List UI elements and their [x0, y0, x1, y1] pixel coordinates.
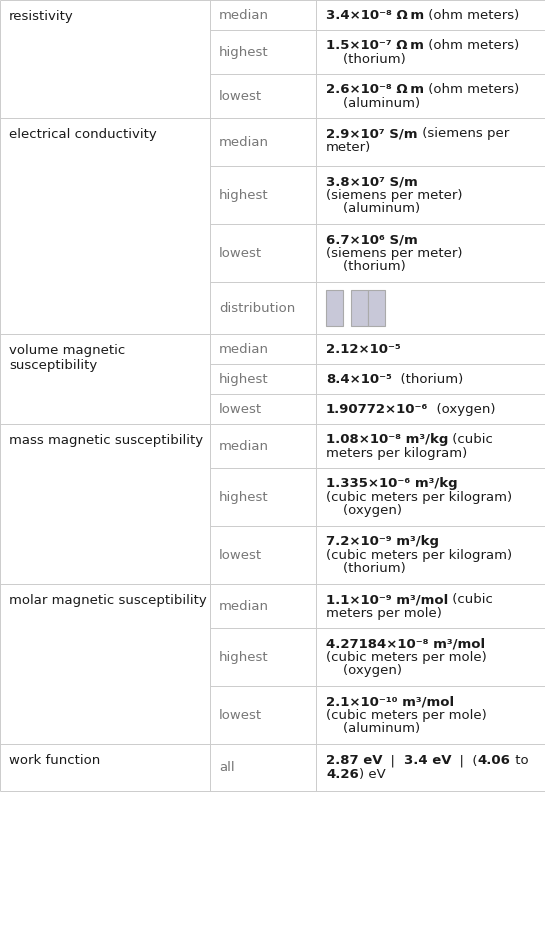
- Text: volume magnetic
susceptibility: volume magnetic susceptibility: [9, 344, 125, 372]
- Text: (cubic meters per mole): (cubic meters per mole): [326, 651, 487, 664]
- Text: median: median: [219, 599, 269, 613]
- Text: |  (: | (: [451, 754, 478, 767]
- Text: (thorium): (thorium): [326, 260, 405, 273]
- Text: (aluminum): (aluminum): [326, 722, 420, 735]
- Text: 2.87 eV: 2.87 eV: [326, 754, 383, 767]
- Text: median: median: [219, 9, 269, 22]
- Text: all: all: [219, 761, 235, 774]
- Text: work function: work function: [9, 754, 100, 767]
- Text: highest: highest: [219, 372, 269, 385]
- Text: molar magnetic susceptibility: molar magnetic susceptibility: [9, 594, 207, 607]
- Text: 1.1×10⁻⁹ m³/mol: 1.1×10⁻⁹ m³/mol: [326, 593, 448, 606]
- Text: distribution: distribution: [219, 301, 295, 314]
- Text: (aluminum): (aluminum): [326, 97, 420, 110]
- Text: to: to: [511, 754, 528, 767]
- Text: 1.08×10⁻⁸ m³/kg: 1.08×10⁻⁸ m³/kg: [326, 433, 449, 446]
- Text: resistivity: resistivity: [9, 10, 74, 23]
- Text: ) eV: ) eV: [359, 768, 385, 780]
- Text: 6.7×10⁶ S/m: 6.7×10⁶ S/m: [326, 233, 418, 246]
- Text: meter): meter): [326, 140, 371, 153]
- Text: (cubic meters per mole): (cubic meters per mole): [326, 708, 487, 722]
- Text: 2.1×10⁻¹⁰ m³/mol: 2.1×10⁻¹⁰ m³/mol: [326, 695, 454, 708]
- Text: 4.06: 4.06: [478, 754, 511, 767]
- Text: 4.26: 4.26: [326, 768, 359, 780]
- Text: meters per kilogram): meters per kilogram): [326, 446, 467, 459]
- Text: (siemens per: (siemens per: [417, 127, 508, 140]
- Text: 8.4×10⁻⁵: 8.4×10⁻⁵: [326, 373, 392, 386]
- Text: median: median: [219, 135, 269, 149]
- Bar: [368, 290, 385, 326]
- Text: (thorium): (thorium): [326, 562, 405, 575]
- Text: (thorium): (thorium): [326, 52, 405, 65]
- Text: (cubic: (cubic: [449, 433, 493, 446]
- Text: meters per mole): meters per mole): [326, 606, 442, 619]
- Text: median: median: [219, 439, 269, 453]
- Text: 2.6×10⁻⁸ Ω m: 2.6×10⁻⁸ Ω m: [326, 83, 424, 96]
- Text: lowest: lowest: [219, 246, 262, 259]
- Text: lowest: lowest: [219, 402, 262, 416]
- Text: highest: highest: [219, 45, 269, 59]
- Text: (oxygen): (oxygen): [326, 664, 402, 677]
- Text: (oxygen): (oxygen): [428, 403, 496, 416]
- Text: 2.12×10⁻⁵: 2.12×10⁻⁵: [326, 343, 401, 356]
- Text: 4.27184×10⁻⁸ m³/mol: 4.27184×10⁻⁸ m³/mol: [326, 637, 485, 650]
- Text: median: median: [219, 343, 269, 355]
- Text: 1.335×10⁻⁶ m³/kg: 1.335×10⁻⁶ m³/kg: [326, 477, 458, 490]
- Text: highest: highest: [219, 188, 269, 202]
- Text: 3.4 eV: 3.4 eV: [404, 754, 451, 767]
- Text: (cubic meters per kilogram): (cubic meters per kilogram): [326, 548, 512, 562]
- Text: (aluminum): (aluminum): [326, 202, 420, 215]
- Text: electrical conductivity: electrical conductivity: [9, 128, 157, 141]
- Text: lowest: lowest: [219, 90, 262, 102]
- Text: 7.2×10⁻⁹ m³/kg: 7.2×10⁻⁹ m³/kg: [326, 535, 439, 548]
- Text: lowest: lowest: [219, 708, 262, 722]
- Text: (siemens per meter): (siemens per meter): [326, 246, 463, 259]
- Text: (ohm meters): (ohm meters): [424, 39, 519, 52]
- Text: 2.9×10⁷ S/m: 2.9×10⁷ S/m: [326, 127, 417, 140]
- Text: (ohm meters): (ohm meters): [424, 83, 519, 96]
- Text: highest: highest: [219, 651, 269, 664]
- Text: (oxygen): (oxygen): [326, 504, 402, 517]
- Text: 1.5×10⁻⁷ Ω m: 1.5×10⁻⁷ Ω m: [326, 39, 424, 52]
- Text: 3.8×10⁷ S/m: 3.8×10⁷ S/m: [326, 175, 418, 188]
- Text: mass magnetic susceptibility: mass magnetic susceptibility: [9, 434, 203, 447]
- Text: (ohm meters): (ohm meters): [424, 9, 519, 22]
- Text: (cubic meters per kilogram): (cubic meters per kilogram): [326, 491, 512, 504]
- Text: |: |: [383, 754, 404, 767]
- Text: (siemens per meter): (siemens per meter): [326, 188, 463, 202]
- Text: 1.90772×10⁻⁶: 1.90772×10⁻⁶: [326, 403, 428, 416]
- Bar: [326, 290, 343, 326]
- Text: highest: highest: [219, 491, 269, 504]
- Text: lowest: lowest: [219, 548, 262, 562]
- Bar: [351, 290, 368, 326]
- Text: (thorium): (thorium): [392, 373, 463, 386]
- Text: 3.4×10⁻⁸ Ω m: 3.4×10⁻⁸ Ω m: [326, 9, 424, 22]
- Text: (cubic: (cubic: [448, 593, 493, 606]
